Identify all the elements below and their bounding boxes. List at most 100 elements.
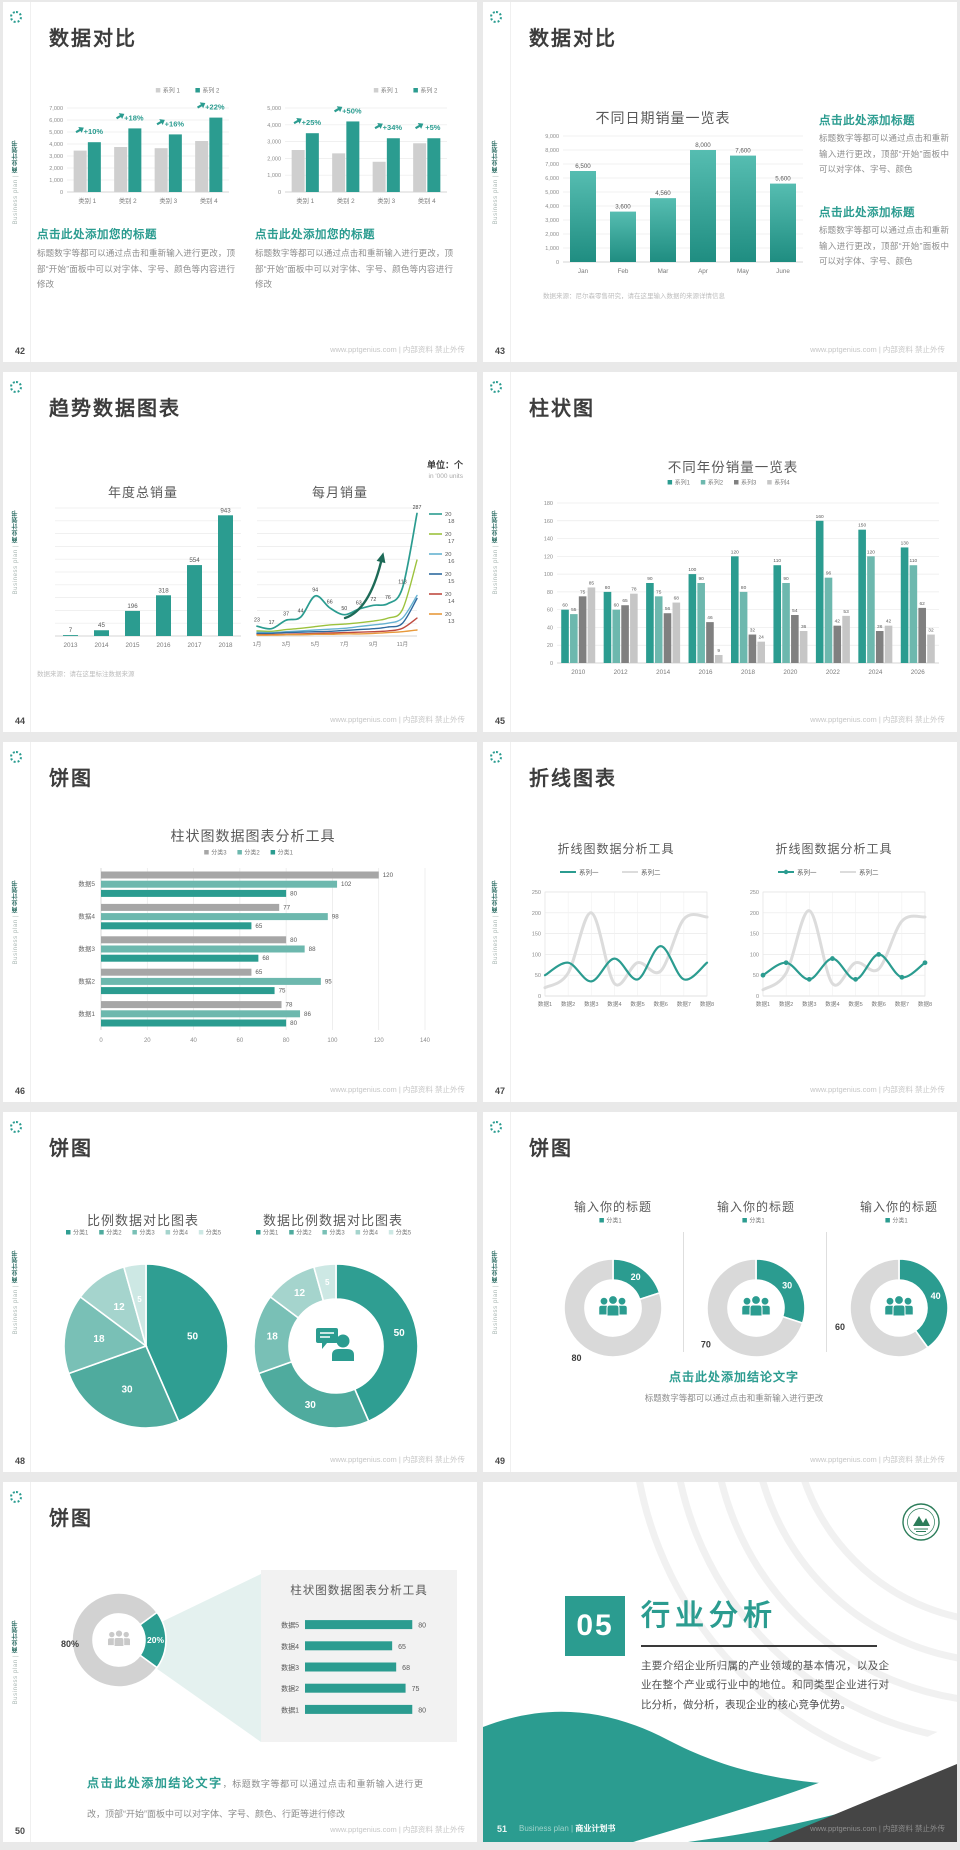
svg-text:2012: 2012 [614,669,629,676]
svg-text:150: 150 [858,523,866,529]
footer-url: www.pptgenius.com | 内部资料 禁止外传 [330,715,465,724]
svg-text:66: 66 [327,599,333,605]
svg-text:Apr: Apr [698,268,708,275]
svg-text:2013: 2013 [63,642,78,649]
slide-title: 饼图 [49,1508,93,1530]
svg-text:0: 0 [556,260,559,266]
brand-logo-icon [490,11,502,23]
svg-text:80: 80 [418,1623,426,1630]
slide-side-strip: Business plan | 商业计划书 [483,2,511,362]
svg-text:77: 77 [283,904,290,911]
svg-text:54: 54 [792,608,798,614]
svg-text:72: 72 [370,597,376,603]
svg-text:数据6: 数据6 [872,1000,886,1008]
block-body: 标题数字等都可以通过点击和重新输入进行更改，顶部“开始”面板中可以对字体、字号、… [819,225,949,267]
slide-title: 饼图 [529,1138,573,1160]
svg-text:类别 2: 类别 2 [337,196,355,205]
footer-url: www.pptgenius.com | 内部资料 禁止外传 [810,345,945,354]
svg-text:数据4: 数据4 [78,912,95,921]
brand-logo-icon [10,1121,22,1133]
chart-title: 不同年份销量一览表 [667,460,799,475]
svg-text:1,000: 1,000 [545,246,559,252]
svg-text:Jan: Jan [578,268,589,275]
svg-text:Feb: Feb [618,268,629,275]
svg-text:分类2: 分类2 [244,849,260,857]
svg-text:13: 13 [448,619,454,625]
svg-text:17: 17 [269,620,275,626]
slide-43[interactable]: Business plan | 商业计划书 数据对比 不同日期销量一览表 0 1,… [483,2,957,362]
slide-45[interactable]: Business plan | 商业计划书 柱状图 不同年份销量一览表 0 20 4… [483,372,957,732]
svg-text:数据4: 数据4 [825,1000,839,1008]
svg-text:150: 150 [750,932,759,938]
svg-text:45: 45 [98,622,105,629]
svg-text:2010: 2010 [571,669,586,676]
svg-text:70: 70 [701,1339,711,1349]
svg-text:98: 98 [332,914,339,921]
svg-text:分类1: 分类1 [278,849,294,857]
svg-text:78: 78 [631,587,637,593]
slide-title: 饼图 [49,768,93,790]
svg-text:88: 88 [309,946,316,953]
yearly-grouped-bar-chart: 0204060801001201401601806080901001201101… [544,479,939,676]
footer-url: www.pptgenius.com | 内部资料 禁止外传 [330,1085,465,1094]
svg-text:287: 287 [413,505,422,511]
svg-text:0: 0 [550,661,553,667]
svg-text:2016: 2016 [699,669,714,676]
footer-url: www.pptgenius.com | 内部资料 禁止外传 [330,1825,465,1834]
svg-text:80%: 80% [61,1639,79,1649]
svg-text:系列1: 系列1 [675,479,691,487]
svg-text:0: 0 [538,994,541,1000]
svg-text:113: 113 [398,579,406,585]
footer-url: www.pptgenius.com | 内部资料 禁止外传 [330,345,465,354]
slide-50[interactable]: Business plan | 商业计划书 饼图 20% 80% 柱状图数据图表分… [3,1482,477,1842]
svg-text:+10%: +10% [84,127,104,136]
svg-text:类别 4: 类别 4 [200,196,218,205]
svg-text:30: 30 [121,1385,133,1396]
slide-47[interactable]: Business plan | 商业计划书 折线图表 折线图数据分析工具 折线图… [483,742,957,1102]
svg-text:数据3: 数据3 [281,1663,299,1672]
slide-51[interactable]: 05 行业分析 主要介绍企业所归属的产业领域的基本情况，以及企业在整个产业或行业… [483,1482,957,1842]
svg-text:4,000: 4,000 [545,204,559,210]
svg-text:系列一: 系列一 [797,868,817,877]
svg-text:85: 85 [589,580,595,586]
section-divider-line [641,1645,877,1647]
svg-text:2014: 2014 [94,642,109,649]
svg-text:50: 50 [394,1328,406,1339]
slide-46[interactable]: Business plan | 商业计划书 饼图 柱状图数据图表分析工具 0 20… [3,742,477,1102]
svg-text:68: 68 [262,955,269,962]
svg-text:2015: 2015 [125,642,140,649]
svg-text:2,000: 2,000 [545,232,559,238]
slide-48[interactable]: Business plan | 商业计划书 饼图 比例数据对比图表 数据比例数据… [3,1112,477,1472]
svg-text:14: 14 [448,599,455,605]
slide-44[interactable]: Business plan | 商业计划书 趋势数据图表 单位：个 in '00… [3,372,477,732]
svg-text:42: 42 [886,619,892,625]
block-heading: 点击此处添加您的标题 [37,229,157,241]
sidebar-vertical-text: Business plan | 商业计划书 [493,1249,499,1335]
svg-text:75: 75 [279,988,286,995]
slide-title: 饼图 [49,1138,93,1160]
svg-text:24: 24 [759,635,765,641]
svg-text:数据2: 数据2 [561,1000,575,1008]
svg-text:80: 80 [418,1707,426,1714]
svg-text:分类1: 分类1 [606,1217,622,1225]
svg-text:分类2: 分类2 [106,1229,122,1237]
slide-side-strip: Business plan | 商业计划书 [483,1112,511,1472]
svg-text:系列一: 系列一 [579,868,599,877]
svg-text:100: 100 [750,952,759,958]
svg-text:30: 30 [782,1280,792,1290]
slide-42[interactable]: Business plan | 商业计划书 数据对比 0 1,000 2,000 3,… [3,2,477,362]
svg-text:46: 46 [707,615,713,621]
slide-title: 趋势数据图表 [49,398,181,420]
svg-text:200: 200 [532,911,541,917]
conclusion-heading: 点击此处添加结论文字 [668,1370,799,1384]
svg-text:36: 36 [801,624,807,630]
svg-text:20: 20 [445,532,451,538]
svg-text:类别 2: 类别 2 [119,196,137,205]
slide-49[interactable]: Business plan | 商业计划书 饼图 输入你的标题 输入你的标题 输… [483,1112,957,1472]
page-number: 42 [15,346,26,356]
chart-title: 输入你的标题 [859,1200,938,1214]
svg-text:100: 100 [327,1038,338,1044]
svg-text:+18%: +18% [124,113,144,122]
svg-text:40: 40 [190,1038,197,1044]
svg-text:120: 120 [544,554,553,560]
